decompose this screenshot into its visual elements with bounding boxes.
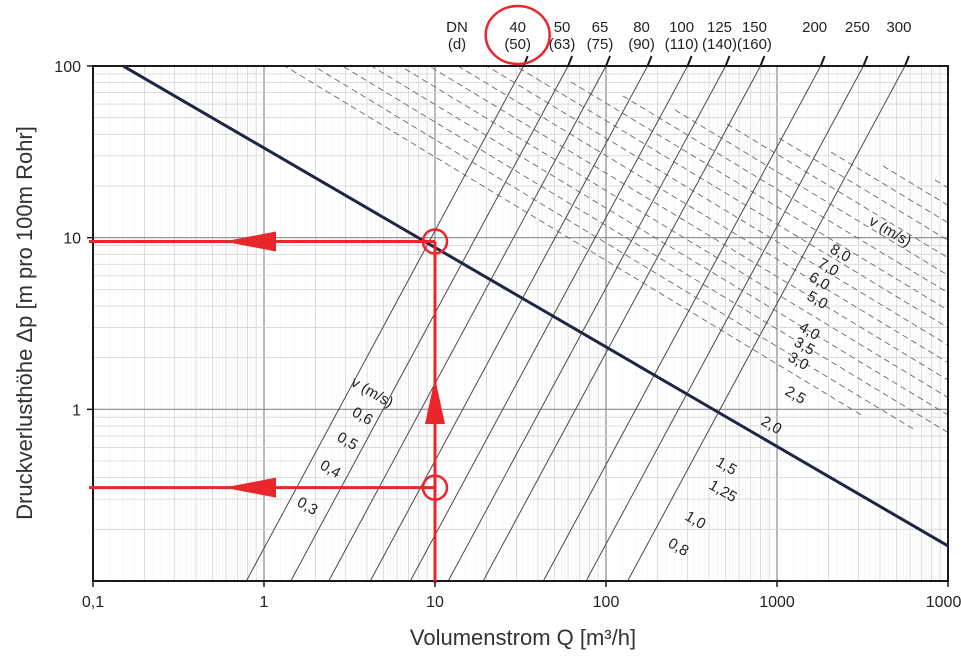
pipe-d-label: (160) <box>737 36 772 53</box>
system-curve <box>122 64 949 548</box>
grid <box>92 66 948 582</box>
pipe-tick <box>646 55 653 67</box>
velocity-line <box>341 66 948 434</box>
pipe-line <box>627 66 906 581</box>
velocity-line <box>570 81 948 311</box>
pipe-line <box>290 66 569 581</box>
velocity-line <box>283 66 864 417</box>
pipe-line <box>409 66 689 581</box>
pipe-d-label: (50) <box>504 36 531 53</box>
velocity-line <box>428 66 948 381</box>
reading-up-arrow <box>425 378 445 424</box>
x-tick-label: 0,1 <box>82 594 104 611</box>
pipe-dn-label: 80 <box>633 19 650 36</box>
x-tick-label: 1 <box>260 594 269 611</box>
pipe-dn-label: 200 <box>802 19 827 36</box>
reading-left-arrow-upper <box>224 231 276 252</box>
velocity-label-left: 0,4 <box>317 457 344 482</box>
pipe-tick <box>759 55 766 67</box>
pipe-d-label: (110) <box>665 36 699 53</box>
pipe-dn-header: DN <box>446 19 468 36</box>
velocity-label-left: 0,3 <box>294 494 321 519</box>
pipe-dn-label: 250 <box>845 19 870 36</box>
y-axis-label: Druckverlusthöhe Δp [m pro 100m Rohr] <box>12 126 37 520</box>
reading-upper-circle <box>421 228 449 255</box>
reading-annotations <box>89 4 551 583</box>
velocity-line <box>370 66 948 416</box>
pipe-tick <box>862 55 869 67</box>
pipe-dn-label: 125 <box>707 19 732 36</box>
pipe-diameter-lines <box>245 66 906 581</box>
reading-left-arrow-lower <box>224 477 276 498</box>
velocity-label-right: 1,5 <box>713 454 740 479</box>
plot-frame <box>92 65 949 582</box>
y-tick-label: 1 <box>72 402 81 419</box>
highlighted-pipe-circle <box>484 4 551 66</box>
pipe-tick <box>567 55 573 67</box>
pipe-tick <box>605 55 611 67</box>
pipe-dn-label: 100 <box>669 19 694 36</box>
pipe-tick <box>686 55 693 67</box>
pipe-dn-label: 150 <box>742 19 767 36</box>
pipe-line <box>447 66 726 581</box>
velocity-line <box>726 123 948 259</box>
pipe-tick <box>904 55 910 67</box>
pipe-dn-label: 65 <box>592 19 609 36</box>
y-tick-label: 100 <box>54 59 81 76</box>
velocity-label-right: 2,0 <box>758 413 785 438</box>
velocity-line <box>518 67 948 329</box>
pipe-line <box>245 66 525 581</box>
x-tick-label: 10000 <box>926 594 961 611</box>
pipe-d-label: (63) <box>549 36 576 53</box>
velocity-lines <box>283 66 948 434</box>
velocity-label-left: 0,5 <box>334 429 361 454</box>
x-tick-label: 100 <box>593 594 620 611</box>
velocity-line <box>312 66 916 431</box>
pipe-line <box>369 66 648 581</box>
pipe-d-label: (75) <box>587 36 614 53</box>
pipe-tick <box>724 55 731 67</box>
pipe-tick <box>819 55 826 67</box>
velocity-label-right: 2,5 <box>782 383 809 408</box>
pipe-line <box>328 66 607 581</box>
velocity-line <box>485 66 948 346</box>
pipe-dn-label: 50 <box>554 19 571 36</box>
reading-lower-circle <box>421 474 449 501</box>
pipe-d-label: (90) <box>628 36 655 53</box>
x-axis-label: Volumenstrom Q [m³/h] <box>410 625 636 650</box>
pipe-dn-label: 40 <box>509 19 526 36</box>
pipe-labels: 40(50) 50(63) 65(75) 80(90) 100(110) 125(140)… <box>446 19 911 67</box>
pipe-line <box>585 66 864 581</box>
velocity-line <box>457 66 948 364</box>
pipe-d-label: (140) <box>702 36 737 53</box>
pipe-dn-label: 300 <box>886 19 911 36</box>
pipe-d-header: (d) <box>448 36 466 53</box>
velocity-label-right: 5,0 <box>804 288 831 313</box>
velocity-label-right: 1,25 <box>706 477 740 506</box>
x-tick-label: 1000 <box>759 594 795 611</box>
x-tick-label: 10 <box>426 594 444 611</box>
velocity-line <box>399 66 948 399</box>
y-tick-label: 10 <box>63 231 81 248</box>
axis-ticks: 0,1 1 10 100 1000 10000 100 10 1 <box>54 59 961 611</box>
pipe-line <box>482 66 761 581</box>
pipe-line <box>542 66 822 581</box>
